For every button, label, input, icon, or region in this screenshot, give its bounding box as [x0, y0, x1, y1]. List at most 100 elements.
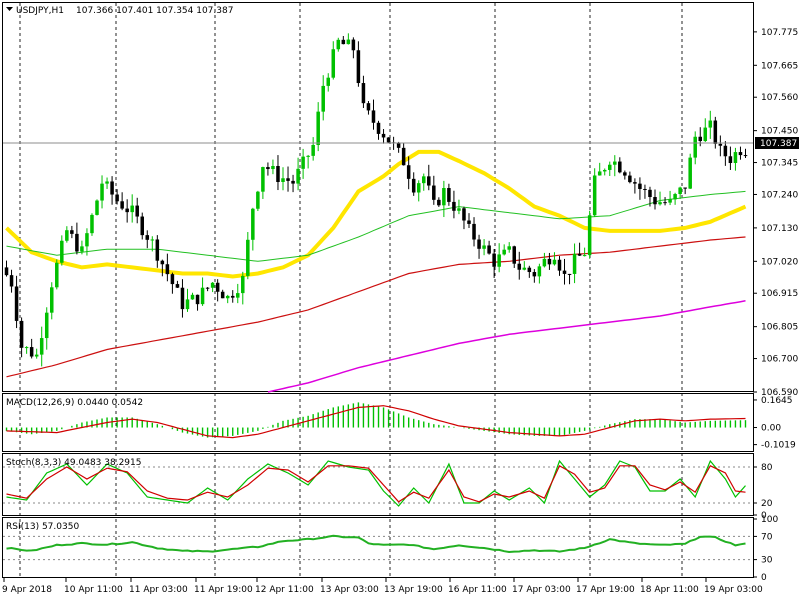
candle-body — [130, 205, 134, 213]
candle-body — [552, 259, 557, 265]
candle-body — [351, 39, 356, 51]
candle-body — [95, 200, 99, 215]
candle-body — [210, 282, 215, 288]
candle-body — [416, 183, 421, 193]
stoch-green-line — [6, 459, 746, 507]
candle-body — [296, 168, 300, 184]
candle-body — [467, 220, 471, 224]
candle-body — [703, 127, 708, 142]
candle-body — [648, 189, 652, 198]
candle-body — [190, 294, 195, 300]
candle-body — [39, 338, 44, 355]
time-tick-label: 17 Apr 19:00 — [576, 585, 635, 595]
symbol-label: USDJPY,H1 — [16, 6, 64, 16]
candle-body — [678, 187, 682, 195]
candle-body — [165, 264, 170, 275]
time-tick-label: 10 Apr 11:00 — [64, 585, 123, 595]
price-axis: 107.775 107.665 107.560 107.450 107.345 107.2… — [753, 28, 798, 398]
candle-body — [577, 253, 582, 256]
candle-body — [482, 245, 486, 249]
chart-header: USDJPY,H1 107.366 107.401 107.354 107.38… — [6, 6, 233, 16]
candle-body — [150, 239, 155, 241]
rsi-pane[interactable] — [2, 517, 754, 578]
candle-body — [261, 167, 265, 192]
candle-body — [336, 39, 341, 50]
candle-body — [452, 201, 456, 211]
candle-body — [653, 197, 657, 205]
candle-body — [266, 167, 270, 170]
moving-averages — [5, 149, 747, 393]
candle-body — [411, 178, 416, 193]
candle-body — [180, 287, 185, 310]
indicator-levels — [3, 466, 753, 561]
candle-body — [507, 246, 511, 250]
macd-indicator — [5, 402, 747, 439]
current-price-label: 107.387 — [760, 139, 797, 149]
candle-body — [215, 282, 220, 292]
candle-body — [462, 208, 466, 221]
time-tick-label: 9 Apr 2018 — [2, 585, 52, 595]
candle-body — [487, 245, 491, 254]
candle-body — [160, 260, 165, 265]
candle-body — [321, 85, 325, 112]
macd-signal-line — [6, 405, 746, 439]
time-tick-label: 12 Apr 11:00 — [255, 585, 314, 595]
candle-body — [75, 233, 79, 252]
candle-body — [633, 182, 637, 184]
candle-body — [668, 199, 672, 203]
candle-body — [195, 294, 200, 305]
candle-body — [100, 183, 104, 201]
candle-body — [60, 240, 64, 263]
candle-body — [517, 263, 522, 270]
candle-body — [442, 188, 446, 206]
candle-body — [246, 239, 250, 276]
candle-body — [276, 166, 280, 182]
candle-body — [406, 165, 411, 179]
candle-body — [19, 320, 24, 348]
candle-body — [502, 249, 506, 255]
magenta-moving-average — [267, 300, 746, 393]
candle-body — [251, 208, 255, 240]
candle-body — [537, 266, 542, 277]
candle-body — [437, 199, 441, 206]
candle-body — [557, 259, 562, 271]
candle-body — [733, 152, 738, 164]
time-tick-label: 18 Apr 11:00 — [640, 585, 699, 595]
rsi-label: RSI(13) 57.0350 — [6, 522, 79, 532]
candle-body — [602, 169, 607, 172]
candle-body — [663, 202, 667, 204]
price-tick-label: 107.775 — [761, 28, 798, 38]
red-moving-average — [6, 236, 746, 378]
candle-body — [49, 287, 54, 313]
candle-body — [683, 187, 687, 189]
dropdown-triangle-icon[interactable] — [6, 7, 13, 11]
candle-body — [291, 180, 295, 184]
candle-body — [562, 270, 567, 274]
candle-body — [376, 122, 381, 134]
candle-body — [271, 166, 275, 170]
price-tick-label: 106.590 — [761, 388, 798, 398]
candle-body — [618, 161, 622, 173]
candle-body — [44, 312, 49, 339]
candle-body — [492, 253, 496, 267]
candle-body — [728, 156, 733, 164]
macd-label: MACD(12,26,9) 0.0440 0.0542 — [6, 398, 143, 408]
candle-body — [597, 171, 602, 176]
candle-body — [432, 185, 436, 200]
candle-body — [366, 103, 371, 111]
candle-body — [235, 293, 240, 298]
price-tick-label: 107.020 — [761, 257, 798, 267]
candle-body — [326, 77, 331, 86]
candle-body — [185, 299, 190, 310]
yellow-moving-average — [5, 149, 747, 279]
time-tick-label: 11 Apr 19:00 — [194, 585, 253, 595]
candle-body — [34, 354, 39, 357]
candle-body — [85, 233, 89, 247]
candle-body — [497, 254, 501, 267]
candle-body — [738, 152, 743, 156]
stoch-tick-label: 0 — [761, 511, 767, 521]
main-pane[interactable] — [2, 2, 754, 392]
time-axis: 9 Apr 2018 10 Apr 11:00 11 Apr 03:00 11 Apr… — [2, 578, 763, 595]
